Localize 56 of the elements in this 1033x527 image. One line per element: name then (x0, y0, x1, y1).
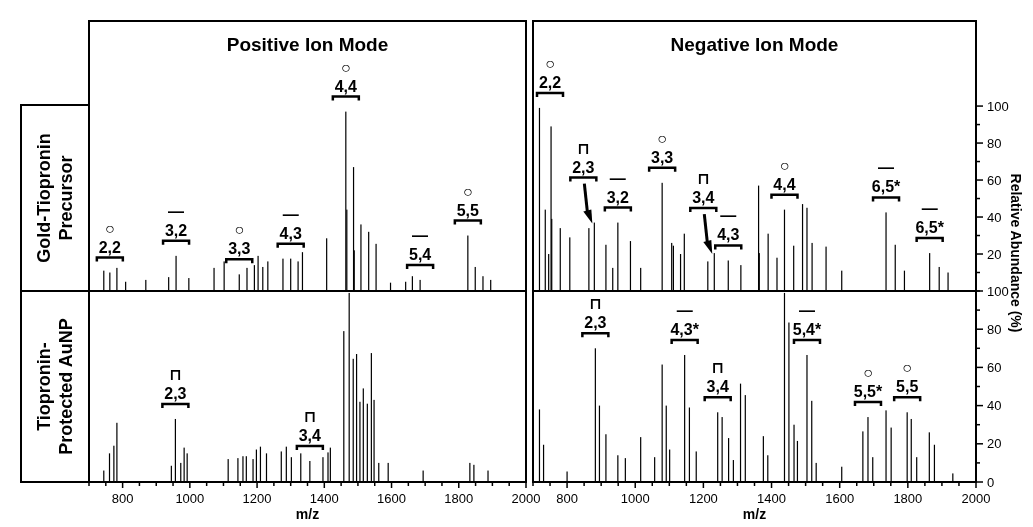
y-tick-label: 100 (987, 283, 1009, 299)
x-tick-label: 1400 (309, 491, 339, 506)
x-tick-label: 2000 (511, 491, 541, 506)
y-tick-label: 60 (987, 359, 1002, 375)
annotation: ⊓ 3,4 (692, 170, 715, 207)
annotation: ○ 5,5 (896, 359, 919, 396)
x-tick-label: 2000 (961, 491, 991, 506)
x-tick-label: 1600 (825, 491, 855, 506)
x-tick-label: 1800 (893, 491, 923, 506)
x-tick-label: 1000 (175, 491, 205, 506)
annotation: ○ 4,4 (334, 58, 358, 95)
annotation: ⊓ 3,4 (706, 359, 729, 396)
x-tick-label: 800 (556, 491, 578, 506)
annotation: ○ 5,5* (853, 364, 883, 401)
annotation: ⊓ 2,3 (572, 139, 595, 176)
text: Negative Ion Mode (670, 34, 839, 55)
annotation: — 4,3* (670, 301, 700, 338)
y-axis-title: Tiopronin- Protected AuNP (34, 318, 76, 455)
annotation: — 3,2 (164, 202, 188, 239)
y-tick-label: 80 (987, 321, 1002, 337)
annotation: ○ 5,5 (456, 182, 480, 219)
annotation: — 5,4 (408, 226, 432, 263)
annotation: ○ 2,2 (98, 219, 122, 256)
annotation: ⊓ 3,4 (298, 407, 322, 444)
x-axis-title: m/z (742, 506, 767, 522)
x-tick-label: 1800 (444, 491, 474, 506)
annotation: — 4,3 (279, 205, 302, 242)
x-tick-label: 1000 (620, 491, 650, 506)
annotation: ⊓ 2,3 (584, 295, 607, 332)
y-tick-label: 100 (987, 98, 1009, 114)
annotation: — 5,4* (792, 301, 822, 338)
y-tick-label: 40 (987, 209, 1002, 225)
annotation: — 6,5* (871, 159, 902, 196)
annotation: ○ 3,3 (228, 221, 251, 258)
y-tick-label: 40 (987, 398, 1002, 414)
y-tick-label: 20 (987, 436, 1002, 452)
annotation: — 6,5* (915, 200, 945, 237)
x-tick-label: 800 (111, 491, 134, 506)
x-tick-label: 1600 (377, 491, 406, 506)
y-tick-label: 20 (987, 246, 1002, 262)
annotation: ○ 4,4 (773, 156, 796, 193)
annotation: ⊓ 2,3 (164, 365, 187, 402)
text: Positive Ion Mode (226, 34, 389, 55)
annotation: ○ 2,2 (538, 54, 562, 91)
annotation: — 4,3 (717, 207, 740, 244)
y-tick-label: 80 (987, 135, 1002, 151)
x-tick-label: 1400 (757, 491, 786, 506)
y-axis-title: Gold-Tiopronin Precursor (34, 133, 76, 263)
y-tick-label: 0 (987, 474, 995, 490)
annotation: — 3,2 (606, 169, 630, 206)
x-axis-title: m/z (295, 506, 320, 522)
annotation: ○ 3,3 (651, 129, 674, 166)
x-tick-label: 1200 (688, 491, 718, 506)
x-tick-label: 1200 (242, 491, 272, 506)
y-axis-title: Relative Abundance (%) (1008, 173, 1024, 333)
y-tick-label: 60 (987, 172, 1002, 188)
